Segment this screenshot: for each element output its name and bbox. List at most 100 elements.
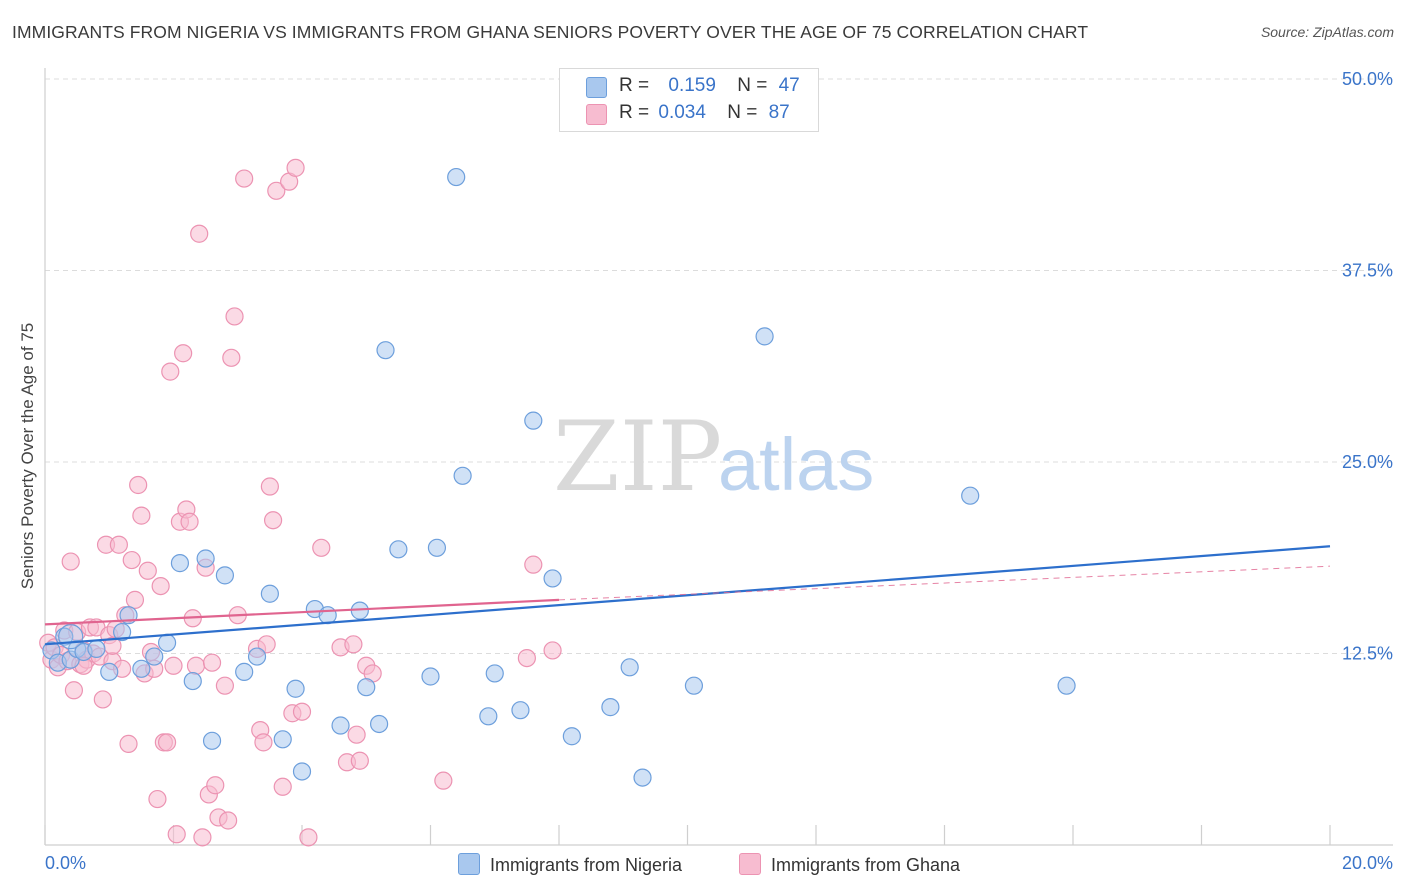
nigeria-point — [485, 664, 504, 683]
nigeria-point — [145, 647, 164, 666]
bottom-nigeria-label: Immigrants from Nigeria — [490, 855, 683, 875]
nigeria-point — [196, 549, 215, 568]
ghana-point — [132, 506, 151, 525]
ghana-point — [273, 777, 292, 796]
nigeria-trend-line — [44, 545, 1331, 646]
trend-lines — [44, 545, 1331, 646]
ghana-r-value: 0.034 — [658, 102, 706, 123]
nigeria-point — [427, 538, 447, 557]
y-tick-label: 37.5% — [1342, 261, 1393, 281]
y-tick-label: 25.0% — [1342, 452, 1393, 472]
nigeria-point — [684, 676, 704, 695]
ghana-point — [260, 477, 279, 496]
nigeria-point — [755, 327, 774, 346]
nigeria-r-value: 0.159 — [668, 75, 716, 96]
watermark-zip: ZIP — [553, 401, 722, 513]
nigeria-point — [633, 768, 652, 787]
ghana-point — [286, 158, 305, 177]
x-tick-label: 0.0% — [45, 853, 86, 873]
ghana-point — [148, 789, 167, 809]
nigeria-point — [202, 731, 222, 750]
ghana-n-label: N = — [727, 102, 758, 123]
bottom-ghana-swatch — [739, 853, 761, 875]
nigeria-point — [357, 678, 376, 697]
ghana-point — [347, 725, 366, 744]
nigeria-point — [543, 569, 562, 588]
nigeria-point — [286, 679, 305, 698]
ghana-point — [164, 656, 183, 675]
nigeria-point — [331, 716, 350, 735]
nigeria-point — [479, 707, 498, 726]
ghana-point — [292, 702, 312, 721]
ghana-point — [312, 538, 331, 557]
ghana-point — [190, 224, 209, 243]
ghana-point — [215, 676, 234, 695]
nigeria-point — [273, 730, 292, 749]
nigeria-point — [961, 486, 980, 505]
bottom-ghana-label: Immigrants from Ghana — [771, 855, 961, 875]
ghana-point — [122, 550, 141, 570]
ghana-point — [186, 656, 206, 675]
bottom-legend-ghana: Immigrants from Ghana — [739, 853, 960, 876]
ghana-point — [61, 552, 80, 571]
ghana-point — [157, 733, 177, 752]
nigeria-point — [87, 639, 106, 659]
nigeria-point — [376, 341, 395, 360]
y-axis-label: Seniors Poverty Over the Age of 75 — [18, 323, 37, 589]
nigeria-point — [112, 622, 132, 642]
series-nigeria — [42, 167, 1076, 787]
nigeria-point — [247, 647, 267, 666]
nigeria-point — [524, 411, 543, 430]
ghana-point — [167, 825, 186, 844]
ghana-point — [254, 733, 273, 752]
ghana-point — [206, 776, 225, 795]
ghana-trend-extension — [558, 565, 1331, 601]
nigeria-point — [453, 466, 472, 485]
nigeria-point — [389, 540, 408, 559]
grid-lines — [45, 78, 1393, 654]
ghana-point — [180, 512, 199, 531]
watermark: ZIP atlas — [553, 401, 874, 513]
x-tick-label: 20.0% — [1342, 853, 1393, 873]
ghana-point — [129, 475, 148, 495]
ghana-n-value: 87 — [768, 102, 790, 123]
ghana-point — [64, 681, 84, 700]
ghana-point — [161, 362, 180, 381]
nigeria-point — [511, 701, 530, 720]
ghana-point — [517, 648, 536, 668]
ghana-point — [263, 511, 283, 530]
nigeria-point — [100, 662, 119, 681]
ghana-trend-line — [44, 598, 560, 626]
ghana-point — [434, 771, 453, 790]
source-label: Source: ZipAtlas.com — [1260, 24, 1394, 40]
ghana-point — [174, 344, 193, 363]
nigeria-n-label: N = — [737, 75, 768, 96]
ghana-point — [524, 555, 543, 574]
nigeria-point — [421, 667, 440, 686]
bottom-legend-nigeria: Immigrants from Nigeria — [458, 853, 682, 876]
ghana-point — [267, 181, 286, 200]
ghana-point — [109, 535, 128, 554]
nigeria-point — [260, 584, 279, 603]
ghana-point — [151, 576, 170, 596]
tick-labels: 12.5% 25.0% 37.5% 50.0% 0.0% 20.0% — [45, 69, 1393, 873]
chart-title: IMMIGRANTS FROM NIGERIA VS IMMIGRANTS FR… — [12, 22, 1089, 42]
ghana-point — [119, 734, 138, 753]
nigeria-point — [215, 566, 234, 585]
ghana-point — [225, 307, 244, 326]
watermark-atlas: atlas — [718, 423, 874, 506]
nigeria-point — [292, 762, 312, 781]
nigeria-point — [370, 714, 389, 734]
nigeria-point — [132, 659, 151, 678]
ghana-point — [193, 828, 212, 847]
ghana-r-label: R = — [619, 102, 650, 123]
ghana-point — [125, 590, 145, 609]
y-tick-label: 50.0% — [1342, 69, 1393, 89]
ghana-point — [93, 690, 112, 709]
ghana-point — [235, 169, 254, 188]
nigeria-point — [447, 167, 466, 187]
nigeria-point — [620, 658, 639, 677]
nigeria-point — [1057, 676, 1076, 695]
series-ghana — [39, 158, 562, 847]
ghana-swatch — [586, 104, 607, 125]
